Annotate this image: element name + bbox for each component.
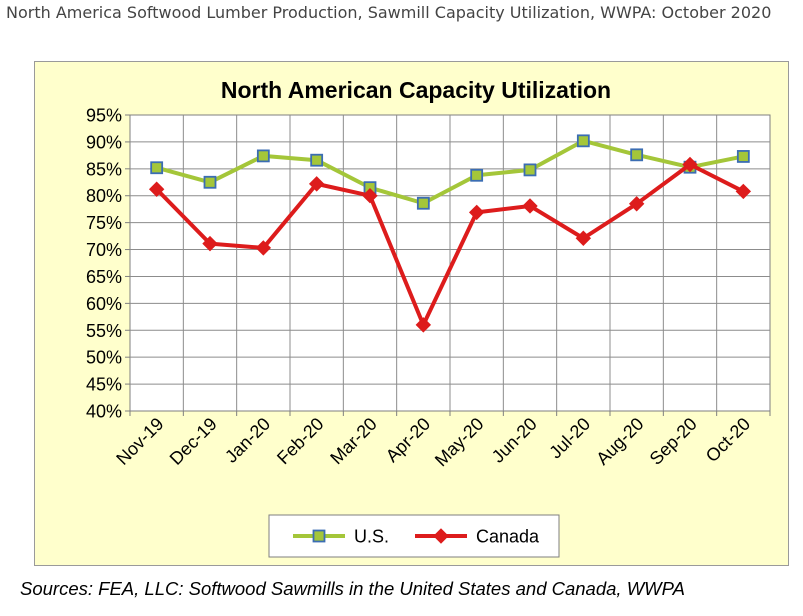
data-point-marker <box>416 196 430 210</box>
data-point-marker <box>575 230 592 246</box>
x-tick-label: Aug-20 <box>592 414 647 469</box>
y-tick-label: 65% <box>86 267 122 287</box>
x-tick-label: Jul-20 <box>545 414 594 463</box>
data-point-marker <box>468 204 485 221</box>
x-tick-label: Mar-20 <box>326 414 380 468</box>
y-tick-label: 45% <box>86 375 122 395</box>
legend: U.S. Canada <box>268 514 560 558</box>
y-tick-label: 55% <box>86 321 122 341</box>
x-tick-label: Sep-20 <box>646 414 701 469</box>
y-tick-label: 40% <box>86 402 122 422</box>
chart-frame: North American Capacity Utilization 40% 4… <box>34 61 789 566</box>
data-point-marker <box>470 168 484 182</box>
data-point-marker <box>522 198 538 214</box>
y-tick-label: 85% <box>86 159 122 179</box>
y-tick-label: 60% <box>86 294 122 314</box>
data-point-marker <box>576 134 590 148</box>
x-tick-label: Apr-20 <box>382 414 434 466</box>
data-point-marker <box>310 153 324 167</box>
y-tick-label: 50% <box>86 348 122 368</box>
data-point-marker <box>415 317 432 333</box>
y-tick-label: 75% <box>86 213 122 233</box>
chart-svg: North American Capacity Utilization 40% 4… <box>86 77 771 558</box>
data-point-marker <box>736 150 750 163</box>
series-line <box>154 138 746 206</box>
chart-title: North American Capacity Utilization <box>221 77 611 103</box>
data-point-marker <box>148 181 165 197</box>
x-tick-label: May-20 <box>431 414 488 471</box>
x-tick-label: Oct-20 <box>702 414 754 466</box>
x-tick-label: Dec-19 <box>166 414 221 469</box>
x-tick-label: Jun-20 <box>488 414 541 467</box>
data-point-marker <box>630 148 644 162</box>
data-point-marker <box>523 163 537 177</box>
series-line <box>154 162 746 327</box>
y-tick-label: 70% <box>86 240 122 260</box>
data-point-marker <box>628 196 645 212</box>
series-canada <box>148 156 752 333</box>
data-point-marker <box>202 235 218 252</box>
legend-marker <box>433 528 449 544</box>
x-tick-label: Feb-20 <box>273 414 327 468</box>
legend-label: Canada <box>476 527 540 547</box>
legend-marker <box>312 529 326 543</box>
data-point-marker <box>735 183 752 200</box>
data-point-marker <box>308 176 325 192</box>
data-point-marker <box>255 240 272 256</box>
y-tick-label: 90% <box>86 132 122 152</box>
y-tick-label: 95% <box>86 106 122 126</box>
page-heading: North America Softwood Lumber Production… <box>6 3 772 22</box>
x-tick-label: Jan-20 <box>221 414 274 467</box>
x-tick-label: Nov-19 <box>112 414 167 469</box>
series-us <box>150 134 750 210</box>
sources-note: Sources: FEA, LLC: Softwood Sawmills in … <box>20 578 685 599</box>
legend-label: U.S. <box>354 527 389 547</box>
series-layer <box>148 134 752 333</box>
data-point-marker <box>203 175 217 189</box>
y-tick-label: 80% <box>86 186 122 206</box>
data-point-marker <box>362 188 378 204</box>
data-point-marker <box>150 161 164 175</box>
data-point-marker <box>682 156 698 173</box>
data-point-marker <box>256 149 270 163</box>
